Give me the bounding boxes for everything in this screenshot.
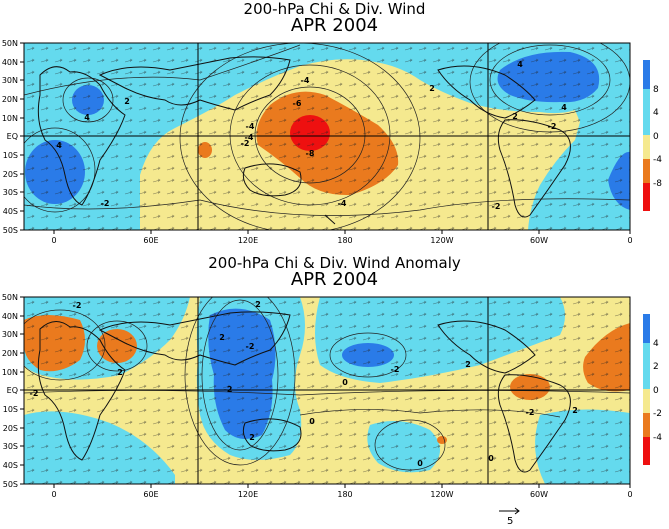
contour-label: -4 — [301, 76, 310, 85]
contour-label: 4 — [561, 103, 567, 112]
contour-label: 4 — [84, 113, 90, 122]
contour-label: -4 — [245, 133, 254, 142]
colorbar-label: -4 — [653, 155, 662, 165]
contour-label: 2 — [255, 300, 261, 309]
reference-vector: 5 — [499, 507, 520, 527]
contour-label: -2 — [224, 385, 233, 394]
lat-label: 40S — [3, 461, 18, 470]
lat-label: 50S — [3, 226, 18, 235]
contour-label: -2 — [30, 389, 39, 398]
lon-label: 60W — [530, 236, 548, 245]
panel2-date: APR 2004 — [290, 269, 379, 290]
contour-label: -2 — [73, 301, 82, 310]
colorbar-label: 4 — [653, 339, 659, 349]
contour-label: -2 — [492, 202, 501, 211]
contour-label: -2 — [548, 122, 557, 131]
lat-label: 30S — [3, 442, 18, 451]
colorbar-label: 0 — [653, 386, 659, 396]
panel1-date: APR 2004 — [290, 15, 379, 36]
lat-label: 10N — [2, 114, 18, 123]
contour-label: -6 — [293, 99, 302, 108]
lat-label: 30S — [3, 188, 18, 197]
lon-label: 60W — [530, 490, 548, 499]
contour-label: 0 — [309, 417, 315, 426]
contour-label: -2 — [526, 408, 535, 417]
lat-label: 50S — [3, 480, 18, 489]
lon-label: 120E — [238, 490, 258, 499]
panel1-map: 50N 40N 30N 20N 10N EQ 10S 20S 30S 40S 5… — [2, 39, 662, 245]
colorbar-label: 2 — [653, 362, 659, 372]
contour-label: 4 — [517, 60, 523, 69]
contour-label: -2 — [246, 342, 255, 351]
reference-arrow-icon — [499, 507, 520, 515]
lat-label: 20S — [3, 170, 18, 179]
lon-label: 120E — [238, 236, 258, 245]
panel2-colorbar: 4 2 0 -2 -4 — [643, 314, 662, 465]
contour-label: 2 — [572, 406, 578, 415]
lat-label: 40S — [3, 207, 18, 216]
contour-label: 4 — [56, 141, 62, 150]
lat-label: 50N — [2, 39, 18, 48]
contour-label: 2 — [429, 84, 435, 93]
lon-label: 180 — [337, 490, 352, 499]
panel2-title: 200-hPa Chi & Div. Wind Anomaly — [208, 254, 461, 272]
contour-label: 2 — [124, 97, 130, 106]
colorbar-label: 8 — [653, 85, 659, 95]
colorbar-label: -8 — [653, 179, 662, 189]
lat-label: 10N — [2, 368, 18, 377]
panel2-map: 50N 40N 30N 20N 10N EQ 10S 20S 30S 40S 5… — [2, 293, 662, 499]
contour-label: -8 — [306, 149, 315, 158]
lat-label: 20N — [2, 95, 18, 104]
contour-label: 0 — [417, 459, 423, 468]
lon-label: 0 — [51, 490, 56, 499]
lon-label: 0 — [51, 236, 56, 245]
lat-label: 40N — [2, 58, 18, 67]
lon-label: 0 — [627, 236, 632, 245]
contour-label: 2 — [512, 112, 518, 121]
contour-label: 2 — [249, 433, 255, 442]
contour-label: 0 — [488, 454, 494, 463]
contour-label: -4 — [338, 199, 347, 208]
colorbar-label: -4 — [653, 433, 662, 443]
lat-label: 10S — [3, 405, 18, 414]
lon-label: 180 — [337, 236, 352, 245]
colorbar-label: 0 — [653, 132, 659, 142]
colorbar-label: 4 — [653, 108, 659, 118]
lat-label: 30N — [2, 330, 18, 339]
lat-label: 10S — [3, 151, 18, 160]
contour-label: 2 — [117, 368, 123, 377]
contour-label: -2 — [101, 199, 110, 208]
lat-label: 30N — [2, 76, 18, 85]
lat-label: 20N — [2, 349, 18, 358]
lat-label: 20S — [3, 424, 18, 433]
contour-label: -2 — [241, 139, 250, 148]
contour-label: 2 — [465, 360, 471, 369]
contour-label: 2 — [219, 333, 225, 342]
lon-label: 120W — [430, 490, 453, 499]
reference-vector-label: 5 — [507, 516, 513, 527]
panel1-title: 200-hPa Chi & Div. Wind — [243, 0, 426, 18]
lat-label: 40N — [2, 312, 18, 321]
lat-label: 50N — [2, 293, 18, 302]
lon-label: 120W — [430, 236, 453, 245]
contour-label: -4 — [246, 122, 255, 131]
panel1-colorbar: 8 4 0 -4 -8 — [643, 60, 662, 211]
contour-label: -2 — [391, 365, 400, 374]
colorbar-label: -2 — [653, 409, 662, 419]
lon-label: 0 — [627, 490, 632, 499]
lon-label: 60E — [143, 490, 158, 499]
lat-label: EQ — [7, 386, 18, 395]
contour-label: 0 — [342, 378, 348, 387]
lat-label: EQ — [7, 132, 18, 141]
lon-label: 60E — [143, 236, 158, 245]
